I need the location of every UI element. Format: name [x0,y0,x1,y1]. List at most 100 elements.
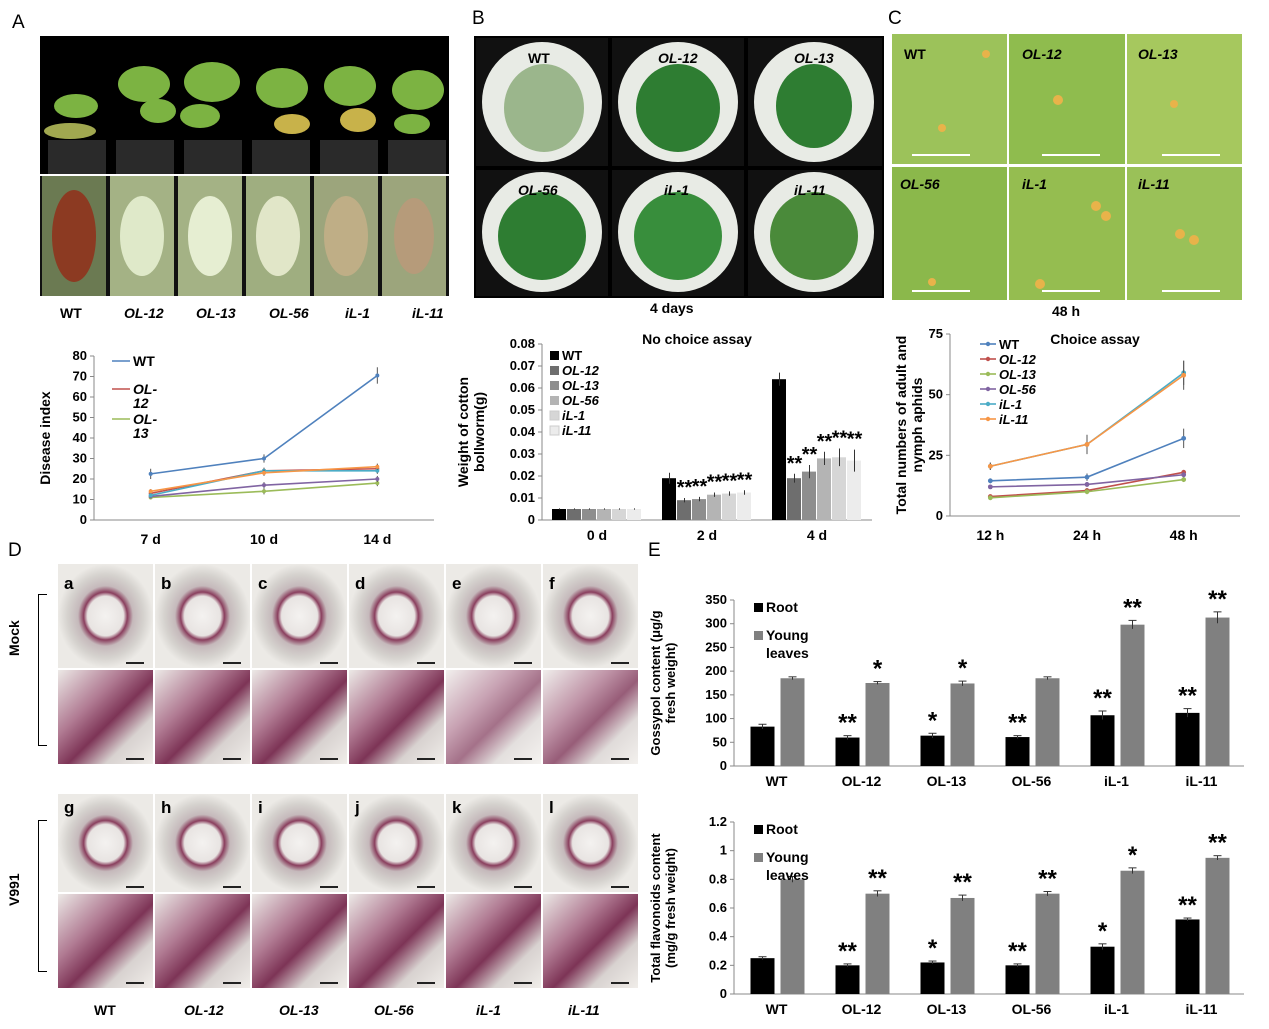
disease-legend-label: OL- [133,411,157,427]
gossypol-bar [780,678,805,766]
flav-y-tick-label: 1.2 [709,814,727,829]
choice-point [1181,477,1187,482]
nochoice-bar [802,471,816,520]
choice-point [1084,442,1090,447]
gossypol-legend-swatch [754,603,763,612]
choice-x-tick-label: 24 h [1073,527,1101,543]
nochoice-significance: ** [692,476,708,498]
disease-y-tick-label: 80 [73,348,87,363]
gossypol-legend-swatch [754,631,763,640]
disease-point [375,481,380,486]
d-letter-f: f [549,574,555,593]
flavonoids-chart: 0 0.2 0.4 0.6 0.8 1 1.2 Total flavonoids conten… [650,814,1244,1017]
gossypol-bar [750,726,775,766]
choice-point [1181,372,1187,378]
choice-legend-marker [985,371,991,377]
disease-y-tick-label: 40 [73,430,87,445]
c-label-il11: iL-11 [1138,176,1170,192]
nochoice-significance: ** [802,444,818,466]
nochoice-x-tick-label: 4 d [807,527,827,543]
flav-y-axis-label: (mg/g fresh weight) [663,848,678,968]
choice-legend-marker [985,416,991,422]
gossypol-bar [1120,624,1145,766]
nochoice-legend-swatch [549,425,560,436]
disease-y-tick-label: 10 [73,492,87,507]
nochoice-legend-swatch [550,351,559,360]
disease-point [375,468,380,473]
d-letter-i: i [258,798,263,817]
flav-bar [950,897,975,994]
d-label-ol56: OL-56 [374,1002,414,1018]
flav-y-tick-label: 0.2 [709,957,727,972]
flav-significance: ** [1208,830,1227,857]
choice-point [1084,489,1090,495]
choice-point [1181,472,1187,478]
gossypol-legend-label: Root [766,599,798,615]
mock-row-label: Mock [6,620,22,656]
panel-label-c: C [888,8,902,29]
disease-point [375,373,380,378]
nochoice-y-tick-label: 0.01 [510,490,535,505]
gossypol-x-tick-label: OL-56 [1012,773,1052,789]
flav-bar [1090,946,1115,994]
gossypol-significance: ** [1123,594,1142,621]
gossypol-bar [1205,617,1230,766]
b-label-il1: iL-1 [664,182,689,198]
nochoice-x-tick-label: 0 d [587,527,607,543]
nochoice-legend-label: OL-56 [562,393,600,408]
b-label-ol13: OL-13 [794,50,834,66]
b-label-ol12: OL-12 [658,50,698,66]
mock-bracket [38,594,47,746]
flav-x-tick-label: iL-11 [1186,1001,1218,1017]
b-label-wt: WT [528,50,550,66]
gossypol-y-tick-label: 200 [705,663,727,678]
nochoice-legend-label: iL-11 [562,423,591,438]
plant-pots-illustration [44,62,446,174]
choice-legend-label: OL-56 [999,382,1037,397]
nochoice-significance: ** [707,472,723,494]
disease-y-tick-label: 30 [73,451,87,466]
b-label-ol56: OL-56 [518,182,558,198]
choice-x-tick-label: 48 h [1170,527,1198,543]
gossypol-bar [950,683,975,766]
gossypol-x-tick-label: OL-13 [927,773,967,789]
a-label-il1: iL-1 [345,305,370,321]
nochoice-y-axis-label: bollworm(g) [471,392,487,472]
choice-point [987,495,993,501]
disease-legend-label: 12 [133,395,149,411]
gossypol-significance: ** [1008,710,1027,737]
d-label-ol13: OL-13 [279,1002,319,1018]
leaf-dishes: WT OL-12 OL-13 OL-56 iL-1 iL-11 [474,36,884,298]
nochoice-bar [677,500,691,520]
nochoice-bar [737,492,751,520]
d-letter-c: c [258,574,268,593]
nochoice-legend-label: OL-12 [562,363,600,378]
gossypol-x-tick-label: iL-11 [1186,773,1218,789]
nochoice-legend-swatch [550,381,559,390]
disease-y-tick-label: 50 [73,410,87,425]
flav-bar [1175,919,1200,994]
flav-significance: * [1128,842,1138,869]
disease-point [375,464,380,469]
disease-legend-label: 13 [133,425,149,441]
flav-significance: ** [953,869,972,896]
flav-bar [1205,857,1230,994]
gossypol-chart: 0 50 100 150 200 250 300 350 Gossypol content (μ… [650,586,1244,789]
aphid-leaves-illustration [892,34,1242,300]
nochoice-significance: ** [737,469,753,491]
disease-x-tick-label: 7 d [141,531,161,546]
choice-x-tick-label: 12 h [976,527,1004,543]
choice-point [987,484,993,490]
c-caption: 48 h [1052,303,1081,319]
nochoice-bar [772,379,786,520]
c-label-ol56: OL-56 [900,176,940,192]
gossypol-bar [1090,715,1115,766]
nochoice-bar [662,478,676,520]
nochoice-significance: ** [832,428,848,450]
nochoice-y-tick-label: 0.02 [510,468,535,483]
disease-index-chart: 0 10 20 30 40 50 60 70 80 7 d 10 d 14 d Disease inde… [37,348,434,546]
flav-legend-swatch [754,825,763,834]
c-label-wt: WT [904,46,926,62]
choice-legend-marker [985,341,991,347]
panel-label-a: A [12,12,25,33]
